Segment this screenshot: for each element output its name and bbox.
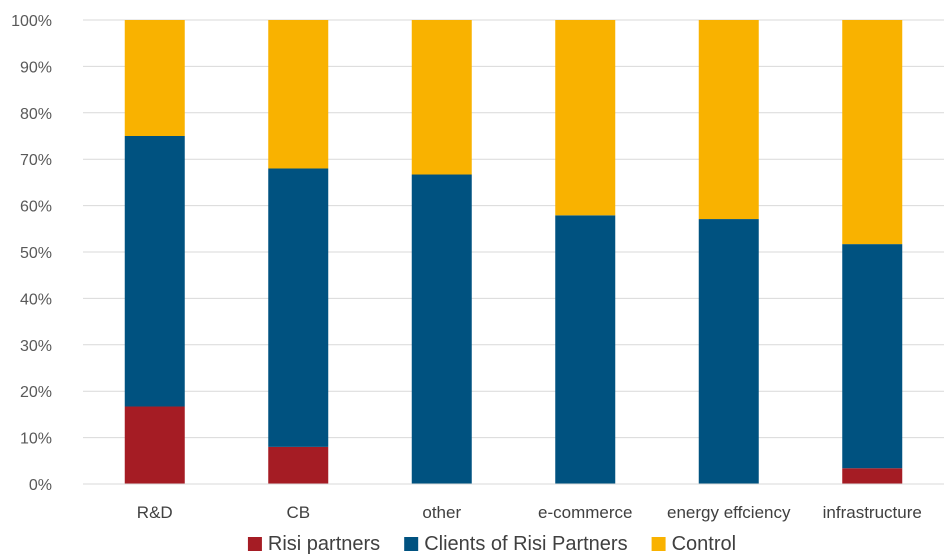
- y-tick-label: 30%: [20, 338, 52, 355]
- bar-segment: [124, 136, 185, 407]
- bar-segment: [555, 215, 616, 484]
- y-tick-label: 100%: [11, 13, 52, 30]
- legend: Risi partners Clients of Risi Partners Con…: [247, 533, 736, 555]
- legend-item: Risi partners: [247, 533, 380, 555]
- bar-segment: [698, 219, 759, 484]
- legend-label: Risi partners: [268, 533, 380, 555]
- legend-label: Clients of Risi Partners: [424, 533, 627, 555]
- bar-segment: [411, 174, 472, 484]
- y-tick-label: 20%: [20, 384, 52, 401]
- y-tick-label: 10%: [20, 431, 52, 448]
- bars: [124, 20, 903, 484]
- bar-segment: [268, 20, 329, 169]
- bar-segment: [268, 168, 329, 447]
- gridlines: [83, 19, 944, 439]
- legend-swatch: [404, 537, 419, 551]
- y-tick-label: 80%: [20, 106, 52, 123]
- bar-segment: [124, 406, 185, 484]
- x-tick-label: CB: [286, 503, 310, 522]
- y-tick-label: 50%: [20, 245, 52, 262]
- bar-segment: [555, 20, 616, 216]
- x-tick-label: energy effciency: [667, 503, 791, 522]
- y-tick-label: 60%: [20, 199, 52, 216]
- bar-segment: [842, 244, 903, 469]
- x-tick-label: infrastructure: [823, 503, 922, 522]
- y-tick-label: 40%: [20, 291, 52, 308]
- bar-segment: [698, 20, 759, 220]
- bar-segment: [842, 468, 903, 484]
- legend-item: Control: [651, 533, 736, 555]
- legend-swatch: [651, 537, 666, 551]
- legend-item: Clients of Risi Partners: [404, 533, 628, 555]
- bar-segment: [842, 20, 903, 245]
- y-tick-label: 70%: [20, 152, 52, 169]
- bar-segment: [411, 20, 472, 175]
- x-tick-label: other: [422, 503, 461, 522]
- bar-segment: [124, 20, 185, 136]
- y-tick-label: 0%: [29, 477, 52, 494]
- y-axis: 0% 10% 20% 30% 40% 50% 60% 70% 80% 90% 100%: [11, 13, 52, 494]
- bar-segment: [268, 446, 329, 484]
- x-tick-label: R&D: [137, 503, 173, 522]
- x-axis: R&D CB other e-commerce energy effciency infr…: [137, 503, 922, 522]
- legend-label: Control: [672, 533, 736, 555]
- legend-swatch: [247, 537, 262, 551]
- x-tick-label: e-commerce: [538, 503, 632, 522]
- y-tick-label: 90%: [20, 59, 52, 76]
